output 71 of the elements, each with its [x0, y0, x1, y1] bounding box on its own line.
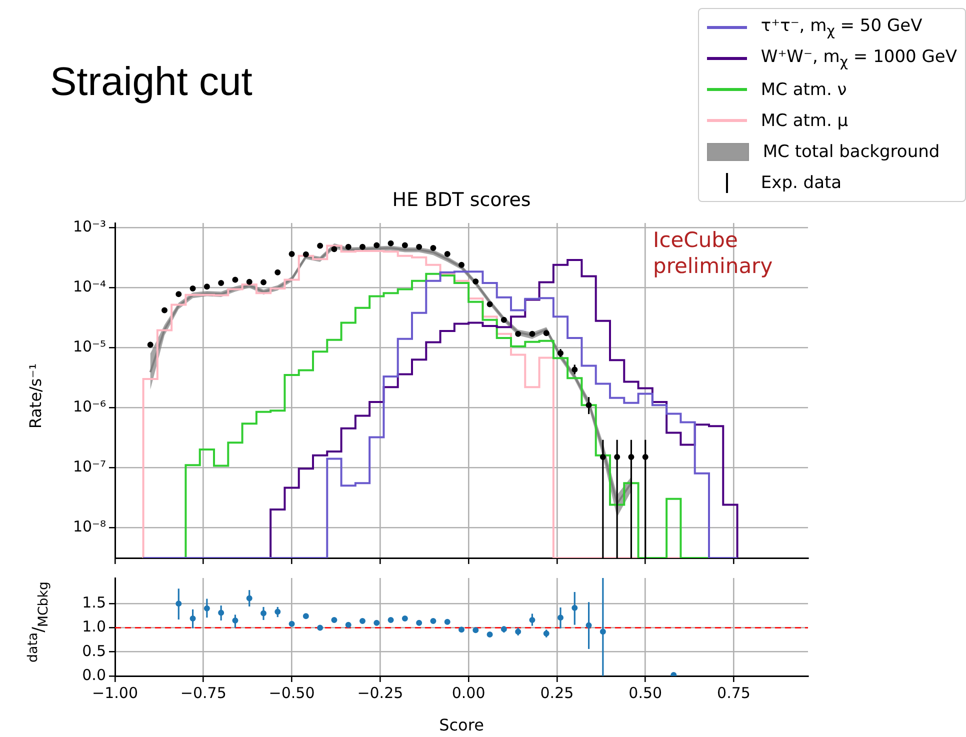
point: [345, 622, 352, 628]
point: [374, 242, 380, 248]
legend-label: MC total background: [762, 142, 940, 162]
point: [232, 276, 238, 283]
point: [374, 620, 380, 626]
point: [302, 251, 309, 258]
point: [543, 330, 550, 336]
point: [458, 626, 464, 633]
point: [444, 250, 450, 257]
legend-label: MC atm. ν: [760, 80, 847, 100]
y-tick-label: 10⁻⁶: [72, 397, 106, 416]
y-tick-label: 10⁻⁴: [72, 278, 106, 296]
point: [360, 618, 366, 624]
point: [288, 620, 295, 627]
legend-label: MC atm. μ: [760, 110, 848, 130]
chart-title: Straight cut: [50, 60, 252, 105]
point: [416, 620, 422, 626]
x-tick-label: 0.00: [452, 684, 486, 702]
point: [162, 307, 168, 314]
point: [430, 618, 436, 624]
legend-label: τ⁺τ⁻, m$_{χ}$ = 50 GeV: [760, 16, 922, 40]
x-axis-title: Score: [439, 716, 484, 735]
point: [402, 616, 408, 622]
point: [444, 618, 450, 625]
chart-subtitle: HE BDT scores: [392, 189, 531, 211]
x-tick-label: 0.25: [540, 684, 574, 702]
point: [317, 242, 324, 249]
point: [529, 330, 536, 337]
point: [317, 624, 324, 631]
point: [388, 617, 394, 623]
legend-label: W⁺W⁻, m$_{χ}$ = 1000 GeV: [760, 46, 957, 70]
x-tick-label: −0.75: [180, 684, 226, 702]
point: [360, 244, 366, 250]
y-tick-label: 0.0: [82, 666, 106, 684]
point: [274, 269, 281, 276]
point: [302, 613, 309, 620]
point: [260, 279, 266, 286]
point: [402, 242, 408, 248]
point: [176, 291, 182, 298]
point: [388, 240, 394, 246]
point: [458, 262, 464, 268]
point: [472, 278, 479, 284]
point: [246, 278, 252, 285]
point: [345, 244, 352, 250]
y-tick-label: 10⁻⁵: [72, 338, 106, 356]
x-tick-label: 0.75: [717, 684, 750, 702]
x-tick-label: 0.50: [628, 684, 662, 702]
point: [190, 285, 196, 292]
x-tick-label: −0.50: [268, 684, 315, 702]
y-axis-title: Rate/s⁻¹: [26, 362, 46, 430]
point: [500, 316, 507, 323]
y-tick-label: 10⁻⁷: [72, 457, 106, 476]
point: [472, 627, 479, 634]
y-tick-label: 1.5: [82, 593, 106, 612]
point: [331, 617, 338, 623]
point: [430, 244, 436, 251]
y-tick-label: 0.5: [82, 642, 106, 660]
y-tick-label: 1.0: [82, 618, 106, 636]
point: [218, 280, 224, 286]
annotation: IceCube preliminary: [653, 228, 773, 278]
legend-label: Exp. data: [760, 172, 842, 192]
x-tick-label: −0.25: [357, 684, 404, 702]
point: [416, 244, 422, 250]
point: [331, 246, 338, 252]
y-tick-label: 10⁻⁸: [72, 517, 106, 536]
x-tick-label: −1.00: [92, 684, 138, 702]
point: [204, 284, 210, 290]
point: [486, 301, 493, 308]
y-tick-label: 10⁻³: [72, 218, 106, 236]
point: [515, 330, 522, 337]
point: [288, 250, 295, 257]
